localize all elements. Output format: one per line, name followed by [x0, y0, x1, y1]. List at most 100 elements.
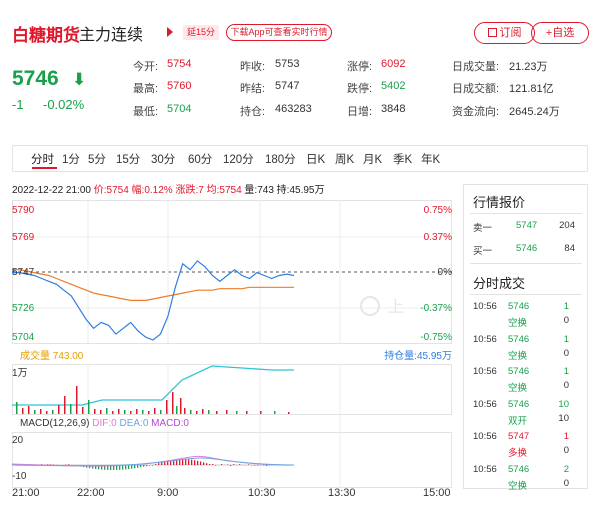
x-label-0: 21:00	[12, 487, 40, 499]
quote-label: 最高:	[133, 80, 158, 96]
trade-chg: 0	[564, 478, 569, 489]
add-watchlist-button[interactable]: +自选	[531, 22, 589, 44]
tab-6[interactable]: 120分	[223, 151, 254, 167]
volume-bar	[190, 410, 192, 414]
tab-11[interactable]: 季K	[393, 151, 412, 167]
macd-bar	[149, 465, 150, 466]
volume-bar	[124, 410, 126, 414]
volume-bar	[176, 406, 178, 414]
trade-type: 空换	[508, 380, 527, 394]
quote-label: 最低:	[133, 103, 158, 119]
macd-bar	[155, 464, 156, 465]
volume-bar	[154, 408, 156, 414]
macd-bar	[203, 462, 204, 465]
quote-value: 21.23万	[509, 58, 548, 74]
sell-label: 卖一	[473, 220, 492, 234]
tab-7[interactable]: 180分	[265, 151, 296, 167]
tab-2[interactable]: 5分	[88, 151, 106, 167]
volume-bar	[58, 405, 60, 414]
macd-bar	[257, 465, 258, 466]
volume-bar	[196, 411, 198, 414]
macd-bar	[131, 465, 132, 469]
macd-bar	[212, 464, 213, 465]
trade-vol: 1	[564, 366, 569, 377]
volume-bar	[112, 411, 114, 414]
trade-chg: 0	[564, 380, 569, 391]
trade-vol: 2	[564, 464, 569, 475]
volume-bar	[208, 410, 210, 414]
intraday-chart[interactable]: 上 5790 5769 5747 5726 5704 0.75% 0.37% 0…	[12, 200, 452, 488]
trade-type: 空换	[508, 478, 527, 492]
y-label-right-3: -0.37%	[420, 303, 452, 314]
download-app-button[interactable]: 下载App可查看实时行情	[226, 24, 332, 41]
trade-time: 10:56	[473, 366, 497, 377]
trade-chg: 0	[564, 315, 569, 326]
macd-axis-top: 20	[12, 435, 23, 446]
volume-bar	[160, 410, 162, 414]
macd-bar	[134, 465, 135, 468]
trade-time: 10:56	[473, 431, 497, 442]
subscribe-button[interactable]: 订阅	[474, 22, 535, 44]
info-range: 幅:0.12%	[132, 185, 173, 196]
tab-12[interactable]: 年K	[421, 151, 440, 167]
trade-type: 空换	[508, 348, 527, 362]
volume-bar	[64, 396, 66, 414]
macd-bar	[221, 464, 222, 465]
volume-bar	[172, 392, 174, 414]
tab-4[interactable]: 30分	[151, 151, 175, 167]
macd-bar	[140, 465, 141, 467]
trade-type: 双开	[508, 413, 527, 427]
tab-10[interactable]: 月K	[363, 151, 382, 167]
quote-label: 今开:	[133, 58, 158, 74]
volume-bar	[136, 409, 138, 414]
tab-5[interactable]: 60分	[188, 151, 212, 167]
buy-vol: 84	[564, 243, 575, 254]
volume-bar	[216, 411, 218, 414]
subscribe-label: 订阅	[500, 27, 522, 39]
sell-price: 5747	[516, 220, 537, 231]
tab-3[interactable]: 15分	[116, 151, 140, 167]
quote-label: 日增:	[347, 103, 372, 119]
macd-bar	[227, 464, 228, 465]
sell-vol: 204	[559, 220, 575, 231]
vol-frame	[13, 365, 452, 415]
macd-bar	[185, 459, 186, 465]
quote-title: 行情报价	[473, 192, 525, 211]
last-price: 5746	[12, 67, 59, 91]
quote-value: 5704	[167, 103, 191, 115]
buy-label: 买一	[473, 243, 492, 257]
volume-bar	[100, 410, 102, 414]
volume-bar	[180, 398, 182, 414]
trade-chg: 10	[558, 413, 569, 424]
volume-bar	[94, 409, 96, 414]
volume-bar	[52, 410, 54, 414]
info-hold: 持:45.95万	[277, 185, 325, 196]
quote-label: 持仓:	[240, 103, 265, 119]
quote-label: 日成交量:	[452, 58, 499, 74]
quote-value: 3848	[381, 103, 405, 115]
tab-0[interactable]: 分时	[31, 151, 54, 167]
trade-chg: 0	[564, 348, 569, 359]
tab-1[interactable]: 1分	[62, 151, 80, 167]
trade-price: 5746	[508, 301, 529, 312]
quote-value: 5753	[275, 58, 299, 70]
volume-bar	[142, 410, 144, 414]
buy-price: 5746	[516, 243, 537, 254]
tab-9[interactable]: 周K	[335, 151, 354, 167]
info-price: 价:5754	[94, 185, 129, 196]
macd-bar	[230, 465, 231, 466]
tab-8[interactable]: 日K	[306, 151, 325, 167]
down-arrow-icon: ⬇	[72, 70, 86, 90]
trade-time: 10:56	[473, 464, 497, 475]
macd-bar	[200, 461, 201, 465]
trade-vol: 10	[558, 399, 569, 410]
macd-title: MACD(12,26,9) DIF:0 DEA:0 MACD:0	[20, 418, 189, 429]
volume-bar	[166, 400, 168, 414]
avg-price-line	[12, 270, 294, 301]
quote-label: 资金流向:	[452, 103, 499, 119]
y-label-left-1: 5769	[12, 232, 34, 243]
trade-price: 5746	[508, 334, 529, 345]
volume-bar	[274, 411, 276, 414]
macd-bar	[158, 463, 159, 465]
macd-axis-bottom: -10	[12, 471, 26, 482]
